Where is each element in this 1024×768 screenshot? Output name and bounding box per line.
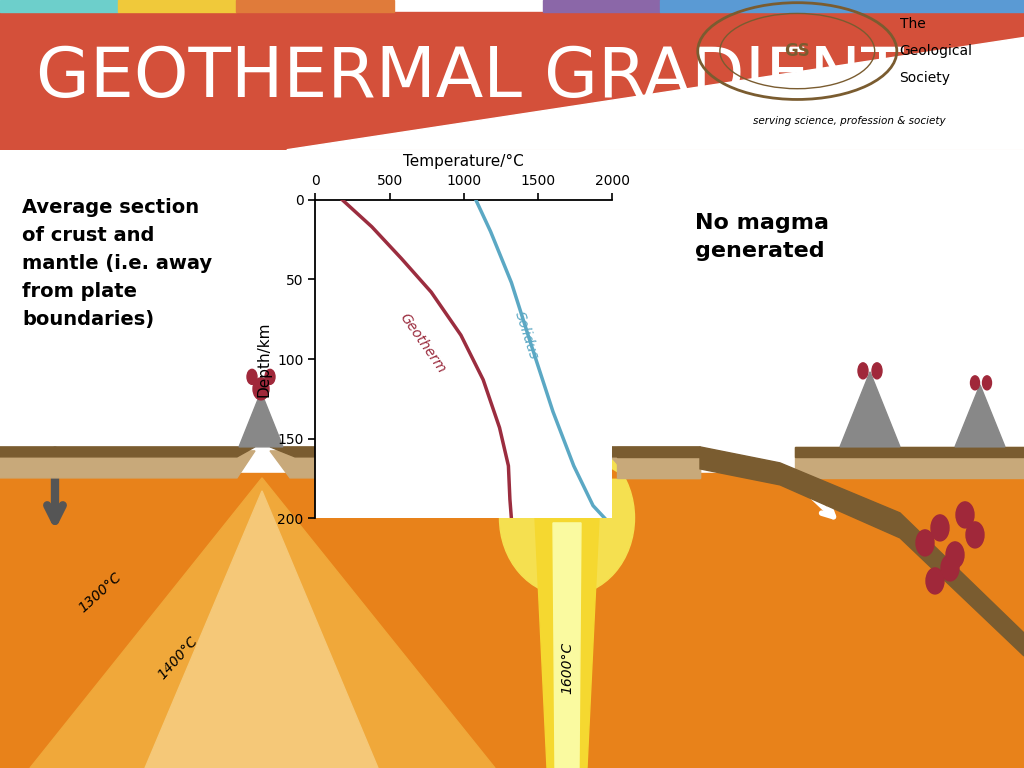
Polygon shape <box>270 447 700 457</box>
Bar <box>543 0 660 12</box>
Polygon shape <box>287 38 1024 150</box>
Ellipse shape <box>247 369 257 384</box>
Bar <box>0 0 118 12</box>
Text: GEOTHERMAL GRADIENT: GEOTHERMAL GRADIENT <box>36 45 903 111</box>
Ellipse shape <box>946 542 964 568</box>
Text: serving science, profession & society: serving science, profession & society <box>753 116 946 126</box>
Ellipse shape <box>500 440 635 595</box>
Polygon shape <box>535 518 599 768</box>
Polygon shape <box>545 389 589 447</box>
Ellipse shape <box>253 378 269 400</box>
Ellipse shape <box>982 376 991 390</box>
Polygon shape <box>239 392 283 447</box>
Polygon shape <box>840 372 900 447</box>
Polygon shape <box>0 451 255 478</box>
Polygon shape <box>795 447 1024 478</box>
Bar <box>660 0 1024 12</box>
Text: Average section
of crust and
mantle (i.e. away
from plate
boundaries): Average section of crust and mantle (i.e… <box>22 198 212 329</box>
Polygon shape <box>510 463 548 478</box>
Bar <box>520 451 548 478</box>
Ellipse shape <box>926 568 944 594</box>
Ellipse shape <box>562 355 571 369</box>
Ellipse shape <box>916 530 934 556</box>
Text: Geotherm: Geotherm <box>396 310 449 376</box>
Ellipse shape <box>573 366 583 382</box>
Text: 1400°C: 1400°C <box>156 634 201 682</box>
Text: Society: Society <box>900 71 950 85</box>
Polygon shape <box>520 451 700 478</box>
Text: The: The <box>900 17 926 31</box>
Text: Solidus: Solidus <box>512 310 541 361</box>
Text: 1600°C: 1600°C <box>560 642 574 694</box>
Text: 1300°C: 1300°C <box>76 571 124 616</box>
Bar <box>520 447 548 457</box>
Ellipse shape <box>858 362 868 379</box>
Y-axis label: Depth/km: Depth/km <box>257 321 271 397</box>
Ellipse shape <box>872 362 882 379</box>
Polygon shape <box>0 447 255 457</box>
Polygon shape <box>955 385 1005 447</box>
Bar <box>0 473 1024 768</box>
Polygon shape <box>553 523 581 768</box>
Ellipse shape <box>559 372 575 397</box>
Polygon shape <box>795 447 1024 457</box>
Ellipse shape <box>931 515 949 541</box>
Text: Geological: Geological <box>900 44 973 58</box>
Ellipse shape <box>971 376 980 390</box>
Bar <box>617 451 700 478</box>
X-axis label: Temperature/°C: Temperature/°C <box>403 154 524 168</box>
Polygon shape <box>795 478 1024 768</box>
Polygon shape <box>270 451 520 478</box>
Bar <box>118 0 236 12</box>
Text: GS: GS <box>784 42 810 60</box>
Polygon shape <box>700 447 1024 656</box>
Polygon shape <box>587 463 625 478</box>
Bar <box>236 0 394 12</box>
Ellipse shape <box>941 555 959 581</box>
Ellipse shape <box>265 369 275 384</box>
Polygon shape <box>145 491 378 768</box>
Ellipse shape <box>966 522 984 548</box>
Polygon shape <box>30 478 495 768</box>
Text: No magma
generated: No magma generated <box>695 213 829 261</box>
Bar <box>617 447 700 457</box>
Ellipse shape <box>551 366 561 382</box>
Ellipse shape <box>956 502 974 528</box>
